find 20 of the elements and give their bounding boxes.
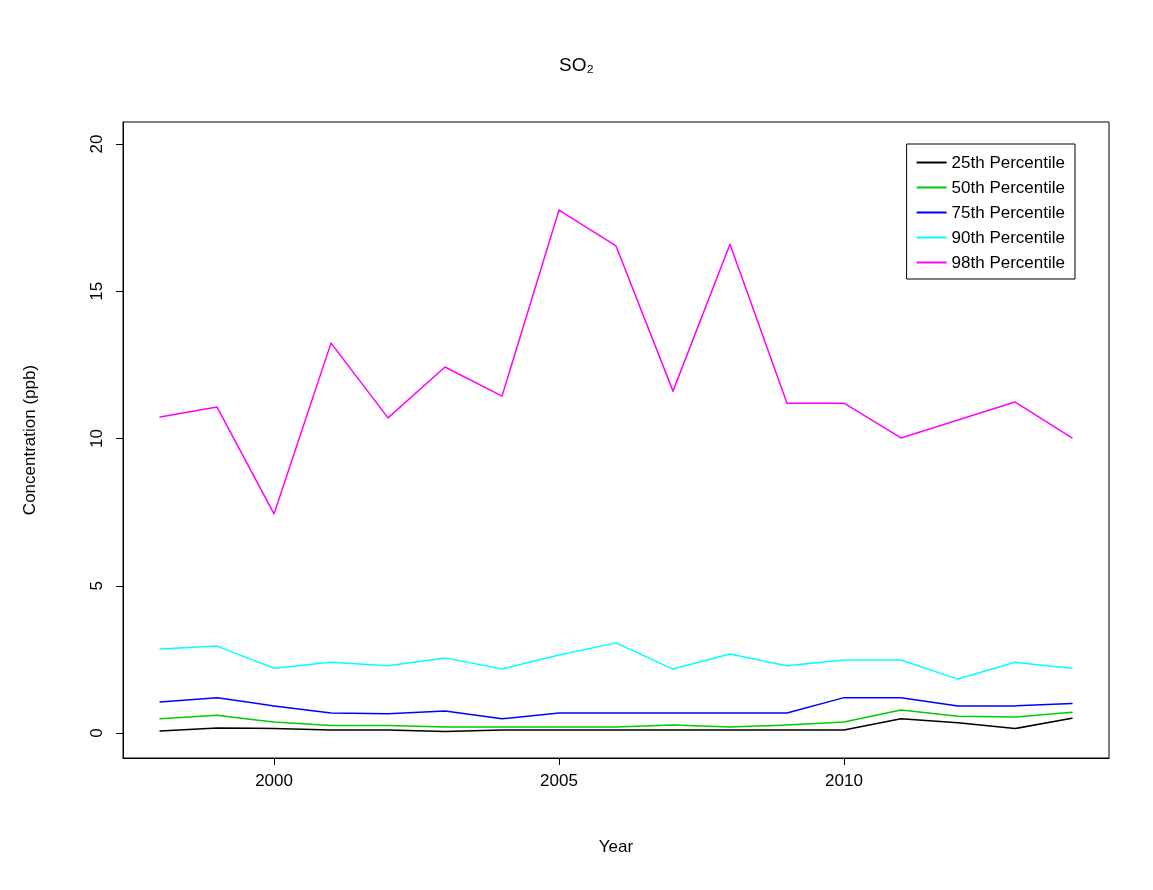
y-axis-title: Concentration (ppb) [20, 364, 39, 516]
y-tick-label: 5 [87, 581, 106, 591]
x-tick-label: 2005 [540, 771, 578, 790]
line-series [159, 642, 1073, 680]
x-tick-label: 2000 [255, 771, 293, 790]
chart-title: SO₂ [559, 54, 594, 75]
y-tick-label: 20 [87, 134, 106, 154]
line-series [159, 717, 1073, 733]
legend-label: 90th Percentile [951, 228, 1065, 247]
y-tick-label: 15 [87, 281, 106, 301]
legend-label: 75th Percentile [951, 203, 1065, 222]
y-tick-label: 10 [87, 429, 106, 448]
legend-label: 98th Percentile [951, 253, 1065, 272]
line-series [159, 696, 1073, 720]
legend-label: 50th Percentile [951, 178, 1065, 197]
line-series [159, 709, 1073, 728]
legend-label: 25th Percentile [951, 153, 1065, 172]
x-axis-title: Year [598, 837, 634, 856]
x-tick-label: 2010 [825, 771, 863, 790]
y-tick-label: 0 [87, 728, 106, 738]
